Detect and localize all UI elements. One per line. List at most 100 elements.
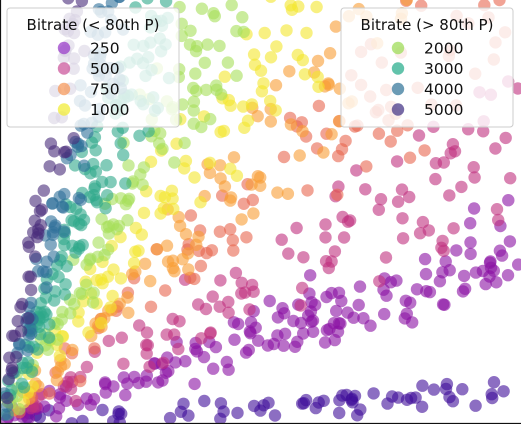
- scatter-point-bitrate-1250: [281, 187, 295, 200]
- scatter-point-bitrate-1500: [300, 26, 313, 40]
- scatter-point-bitrate-2000: [178, 136, 191, 150]
- scatter-point-bitrate-500: [512, 258, 521, 271]
- scatter-point-bitrate-250: [486, 391, 499, 405]
- scatter-point-bitrate-4000: [56, 200, 69, 213]
- scatter-point-bitrate-750: [455, 180, 468, 194]
- scatter-point-bitrate-1500: [217, 124, 231, 138]
- scatter-point-bitrate-750: [140, 326, 154, 339]
- scatter-point-bitrate-2000: [121, 194, 135, 207]
- scatter-point-bitrate-1250: [400, 0, 413, 6]
- scatter-point-bitrate-500: [436, 298, 450, 311]
- scatter-point-bitrate-250: [312, 396, 325, 409]
- scatter-point-bitrate-750: [64, 382, 78, 396]
- scatter-point-bitrate-750: [69, 394, 82, 408]
- legend-high-bitrate-marker-2000: [391, 41, 405, 55]
- scatter-point-bitrate-750: [443, 189, 456, 202]
- scatter-point-bitrate-500: [490, 276, 503, 289]
- scatter-point-bitrate-1500: [106, 289, 119, 303]
- scatter-point-bitrate-2000: [225, 0, 238, 12]
- scatter-point-bitrate-2000: [137, 161, 151, 174]
- legend-high-bitrate-marker-5000: [391, 103, 405, 116]
- scatter-point-bitrate-1250: [251, 110, 264, 123]
- scatter-point-bitrate-750: [222, 306, 235, 319]
- scatter-point-bitrate-2000: [230, 69, 243, 82]
- scatter-point-bitrate-750: [341, 215, 355, 228]
- scatter-point-bitrate-250: [96, 403, 109, 417]
- scatter-point-bitrate-5000: [11, 314, 24, 328]
- scatter-point-bitrate-1500: [218, 70, 231, 83]
- scatter-point-bitrate-1250: [269, 79, 283, 92]
- scatter-point-bitrate-1500: [310, 0, 323, 14]
- scatter-point-bitrate-5000: [22, 312, 35, 325]
- scatter-point-bitrate-750: [403, 190, 416, 204]
- scatter-point-bitrate-1250: [224, 194, 237, 207]
- scatter-point-bitrate-750: [448, 145, 462, 158]
- scatter-point-bitrate-1250: [317, 146, 330, 159]
- scatter-point-bitrate-1000: [194, 259, 208, 273]
- scatter-point-bitrate-2000: [208, 10, 221, 23]
- scatter-point-bitrate-1250: [122, 306, 135, 319]
- scatter-point-bitrate-3000: [101, 189, 114, 202]
- scatter-point-bitrate-750: [489, 142, 502, 155]
- scatter-point-bitrate-1500: [127, 256, 141, 270]
- scatter-point-bitrate-2000: [73, 286, 87, 300]
- scatter-point-bitrate-3000: [100, 159, 113, 172]
- scatter-point-bitrate-1000: [213, 225, 227, 238]
- scatter-point-bitrate-2000: [80, 258, 93, 271]
- scatter-point-bitrate-500: [501, 269, 515, 282]
- scatter-point-bitrate-1250: [150, 243, 164, 256]
- scatter-point-bitrate-1500: [137, 206, 151, 220]
- scatter-point-bitrate-1500: [264, 94, 277, 108]
- scatter-point-bitrate-750: [429, 172, 442, 186]
- scatter-point-bitrate-1000: [224, 223, 237, 236]
- scatter-point-bitrate-500: [458, 282, 472, 295]
- scatter-point-bitrate-2000: [190, 84, 203, 98]
- scatter-point-bitrate-3000: [72, 217, 86, 230]
- scatter-point-bitrate-1250: [214, 172, 227, 185]
- scatter-point-bitrate-2000: [236, 11, 249, 24]
- scatter-point-bitrate-500: [410, 283, 424, 296]
- scatter-point-bitrate-1500: [167, 202, 180, 216]
- scatter-point-bitrate-1500: [72, 315, 85, 328]
- scatter-point-bitrate-1000: [493, 0, 506, 7]
- scatter-point-bitrate-5000: [37, 184, 50, 197]
- scatter-point-bitrate-5000: [24, 270, 37, 283]
- scatter-point-bitrate-2000: [201, 38, 214, 51]
- scatter-point-bitrate-500: [190, 345, 204, 358]
- scatter-point-bitrate-500: [332, 317, 346, 330]
- scatter-point-bitrate-1250: [161, 255, 175, 268]
- scatter-point-bitrate-500: [271, 311, 285, 324]
- scatter-point-bitrate-1500: [230, 169, 244, 182]
- scatter-point-bitrate-750: [504, 172, 517, 185]
- scatter-point-bitrate-500: [243, 325, 257, 338]
- scatter-point-bitrate-750: [319, 231, 332, 244]
- scatter-point-bitrate-500: [252, 334, 265, 347]
- scatter-point-bitrate-1000: [144, 300, 158, 313]
- scatter-point-bitrate-4000: [40, 281, 53, 294]
- scatter-point-bitrate-750: [102, 334, 116, 348]
- scatter-point-bitrate-5000: [28, 250, 42, 263]
- scatter-point-bitrate-1250: [168, 265, 181, 278]
- scatter-point-bitrate-750: [247, 285, 260, 298]
- scatter-point-bitrate-250: [427, 383, 441, 396]
- scatter-point-bitrate-1250: [181, 247, 195, 260]
- scatter-point-bitrate-250: [367, 387, 380, 400]
- scatter-point-bitrate-2000: [189, 67, 202, 80]
- scatter-point-bitrate-1250: [138, 257, 152, 270]
- scatter-point-bitrate-2000: [87, 286, 100, 299]
- legend-high-bitrate-label-4000: 4000: [424, 81, 463, 99]
- legend-low-bitrate-marker-1000: [57, 103, 71, 116]
- scatter-point-bitrate-750: [213, 300, 226, 313]
- scatter-point-bitrate-1250: [254, 171, 267, 184]
- scatter-point-bitrate-4000: [40, 255, 53, 268]
- legend-low-bitrate-label-500: 500: [90, 60, 120, 78]
- scatter-point-bitrate-1500: [188, 171, 201, 184]
- scatter-point-bitrate-500: [320, 290, 333, 304]
- scatter-point-bitrate-750: [490, 203, 504, 216]
- scatter-point-bitrate-3000: [89, 144, 102, 157]
- scatter-point-bitrate-500: [467, 202, 481, 215]
- scatter-point-bitrate-1000: [43, 387, 56, 400]
- scatter-point-bitrate-250: [297, 397, 311, 410]
- scatter-point-bitrate-500: [476, 264, 490, 278]
- scatter-point-bitrate-750: [429, 157, 443, 170]
